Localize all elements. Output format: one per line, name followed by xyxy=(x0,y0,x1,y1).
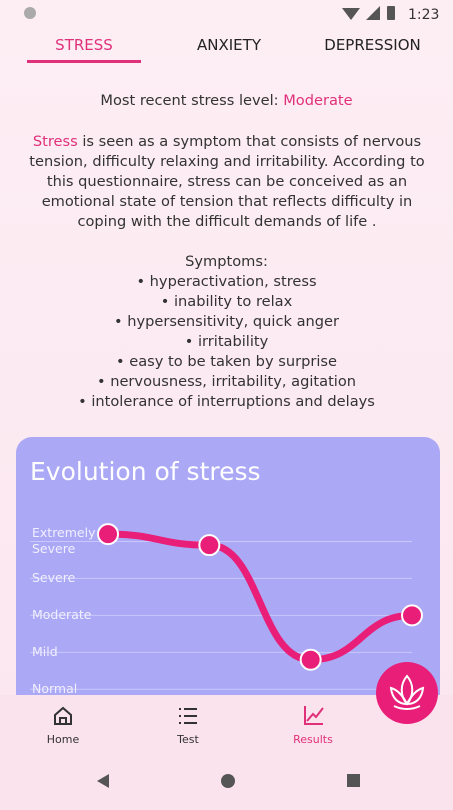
tab[interactable]: STRESS xyxy=(55,36,113,54)
point xyxy=(299,648,322,671)
recent-value: Moderate xyxy=(283,92,353,109)
results-icon[interactable] xyxy=(302,703,326,727)
test-icon[interactable] xyxy=(177,705,199,727)
home-button[interactable] xyxy=(221,774,235,788)
nav-label[interactable]: Test xyxy=(177,733,199,746)
nav-label[interactable]: Results xyxy=(293,733,333,746)
clock: 1:23 xyxy=(408,7,439,23)
symptom-item: • intolerance of interruptions and delay… xyxy=(78,393,375,410)
status-icon xyxy=(24,7,36,19)
y-tick-label: Normal xyxy=(32,681,78,697)
wifi-icon xyxy=(342,8,360,20)
signal-icon xyxy=(366,6,380,20)
description: Stress is seen as a symptom that consist… xyxy=(22,132,432,232)
line xyxy=(104,530,416,664)
symptom-item: • easy to be taken by surprise xyxy=(116,353,337,370)
status-bar: 1:23 xyxy=(24,6,439,23)
tab[interactable]: DEPRESSION xyxy=(324,36,421,54)
recent-label: Most recent stress level: xyxy=(100,92,279,109)
symptom-item: • nervousness, irritability, agitation xyxy=(96,373,357,390)
y-tick-label: Mild xyxy=(32,644,58,660)
chart xyxy=(30,523,423,690)
y-tick-label: Severe xyxy=(32,570,76,586)
point xyxy=(97,523,119,546)
tab-indicator xyxy=(27,60,141,63)
point xyxy=(198,534,221,557)
y-tick-label: Moderate xyxy=(32,607,92,623)
symptom-item: • inability to relax xyxy=(160,293,293,310)
bottom-nav: Home Test Results xyxy=(0,695,453,760)
description-text: is seen as a symptom that consists of ne… xyxy=(29,133,425,230)
nav-label[interactable]: Home xyxy=(46,733,80,746)
symptom-item: • hyperactivation, stress xyxy=(136,273,317,290)
tab[interactable]: ANXIETY xyxy=(197,36,261,54)
home-icon[interactable] xyxy=(52,705,74,727)
term: Stress xyxy=(32,133,78,150)
recents-button[interactable] xyxy=(347,774,360,787)
y-tick-label: Extremely Severe xyxy=(32,525,96,557)
system-nav xyxy=(0,760,453,810)
recent-level: Most recent stress level: Moderate xyxy=(0,92,453,109)
back-button[interactable] xyxy=(97,774,109,788)
symptom-item: • hypersensitivity, quick anger xyxy=(113,313,340,330)
symptom-item: • irritability xyxy=(184,333,269,350)
point xyxy=(401,604,423,627)
symptoms: Symptoms: • hyperactivation, stress • inab… xyxy=(0,252,453,412)
symptoms-title: Symptoms: xyxy=(185,253,268,270)
battery-icon xyxy=(387,6,395,20)
fab[interactable] xyxy=(374,660,440,726)
chart-title: Evolution of stress xyxy=(30,457,261,486)
